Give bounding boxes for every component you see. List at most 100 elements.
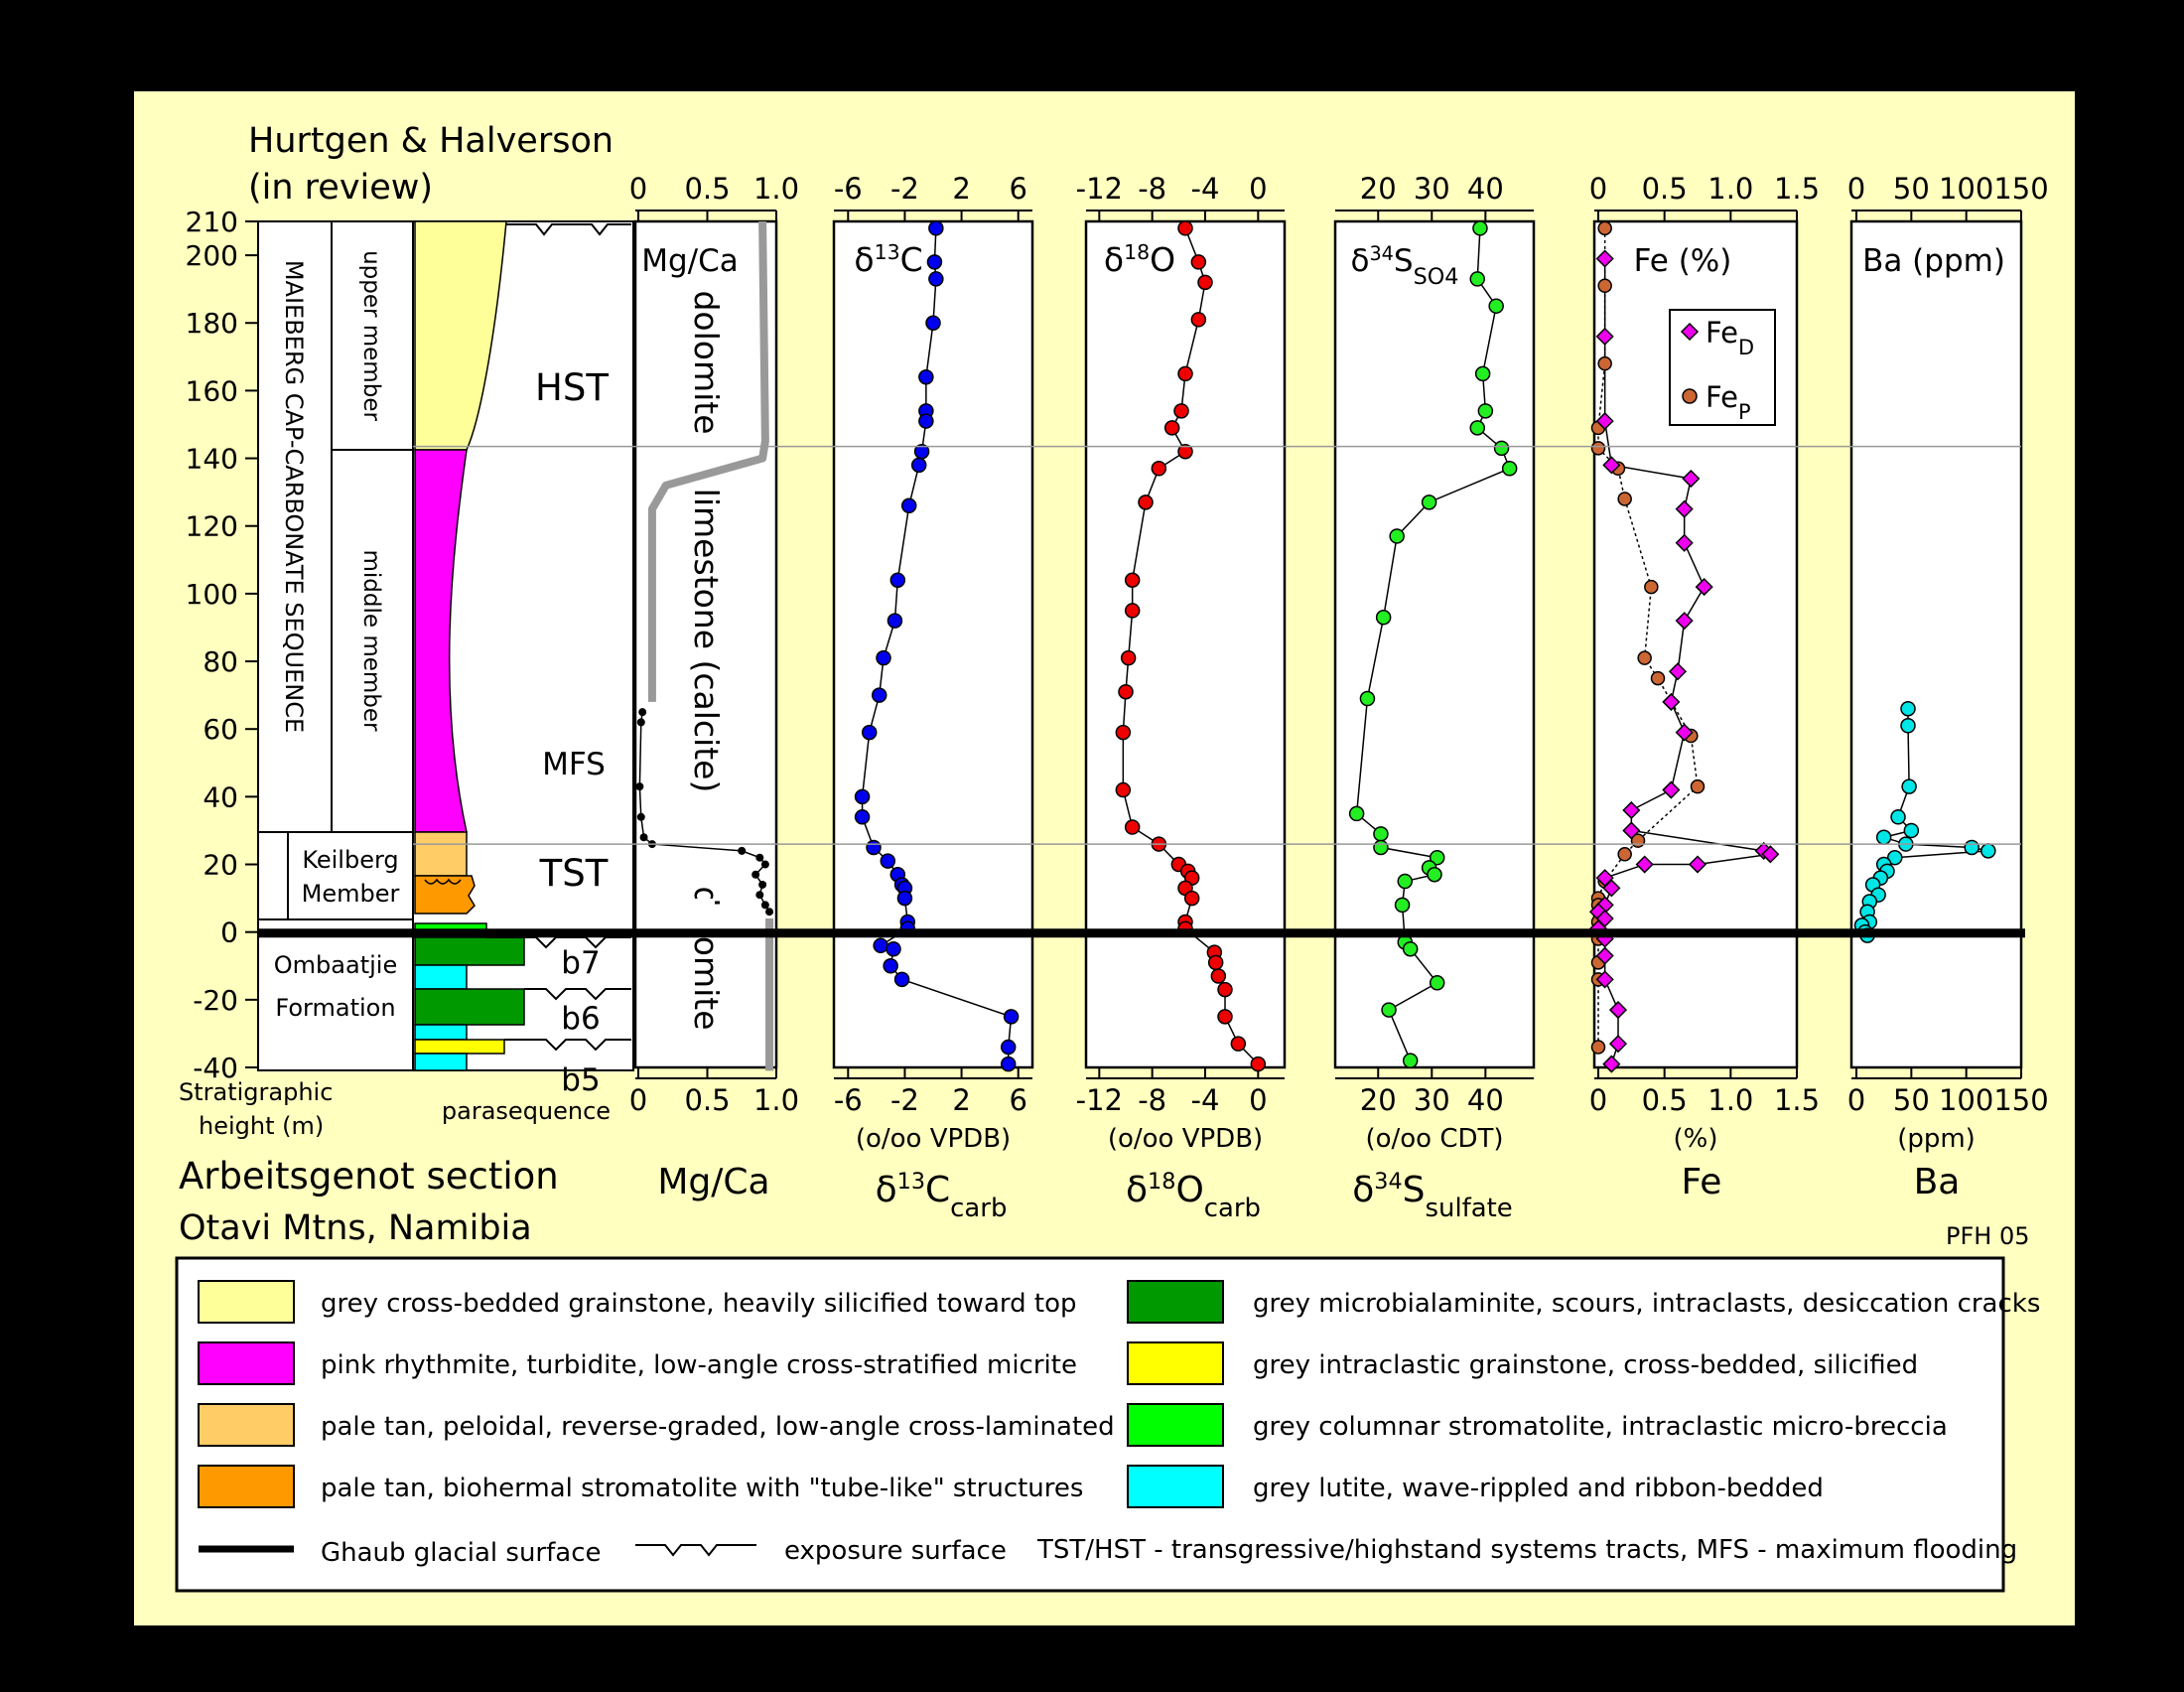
ombaatjie-box [257, 918, 414, 1071]
panel-c13: -6 -6 -2 -2 2 2 6 6 (o/oo VPDB) δ13Ccarb δ13C [832, 172, 1034, 1223]
y-tick-label: 100 [186, 578, 238, 611]
o18-point [1190, 254, 1207, 270]
ombaatjie-label-2: Formation [275, 994, 395, 1022]
legend-label: grey cross-bedded grainstone, heavily si… [321, 1289, 1077, 1319]
unit-label-ba: (ppm) [1897, 1124, 1976, 1154]
s34-point [1429, 975, 1445, 991]
s34-point [1402, 1053, 1419, 1068]
parasequence-b6: b6 [561, 1001, 600, 1037]
c13-point [896, 890, 913, 907]
o18-point [1124, 819, 1141, 835]
mgca-point [636, 718, 645, 727]
exposure-surface-b6 [524, 988, 631, 1001]
o18-point [1124, 603, 1141, 619]
mgca-label-gap [675, 899, 715, 934]
mgca-point [639, 833, 648, 842]
c13-point [928, 271, 944, 287]
x-tick-label-bottom: 2 [952, 1083, 970, 1117]
y-tick-label: 60 [203, 713, 238, 746]
legend-exposure-symbol [635, 1544, 756, 1557]
c13-point [871, 687, 887, 703]
x-tick-label-top: 0.5 [1642, 172, 1688, 206]
panel-frame-o18 [1084, 219, 1287, 1069]
x-tick-label-top: -12 [1076, 172, 1123, 206]
mgca-point [755, 891, 764, 900]
s34-point [1348, 805, 1365, 822]
parasequence-axis-label: parasequence [442, 1097, 611, 1125]
fed-point [1608, 1035, 1628, 1054]
s34-point [1373, 839, 1389, 856]
x-tick-label-top: 30 [1414, 172, 1450, 206]
c13-point [900, 497, 917, 514]
panel-frame-s34 [1333, 219, 1536, 1069]
fed-point [1675, 723, 1694, 742]
microbialaminite-fill-b6 [414, 988, 525, 1026]
fe-legend-fed-marker [1680, 322, 1700, 342]
o18-point [1120, 649, 1137, 666]
fed-point [1761, 845, 1780, 864]
x-tick-label-bottom: 6 [1009, 1083, 1026, 1117]
section-location: Otavi Mtns, Namibia [179, 1208, 532, 1248]
y-tick-label: -40 [193, 1052, 238, 1084]
panel-mgca: 0 0 0.5 0.5 1.0 1.0 Mg/Ca Mg/Ca dolomite limeston… [629, 172, 799, 1202]
x-tick-label-bottom: 0.5 [684, 1083, 730, 1117]
panel-title-c13: δ13C [854, 240, 922, 279]
mgca-point [758, 880, 767, 889]
x-tick-label-bottom: 0 [629, 1083, 647, 1117]
fed-point [1602, 879, 1621, 898]
s34-point [1427, 866, 1442, 883]
y-tick-label: 80 [203, 645, 238, 678]
legend-swatch [198, 1403, 295, 1447]
x-tick-label-top: 1.5 [1774, 172, 1820, 206]
s34-point [1469, 271, 1485, 287]
fed-point [1595, 970, 1614, 989]
fep-point [1617, 847, 1632, 862]
y-axis-label-2: height (m) [199, 1112, 324, 1140]
y-tick-label: 200 [186, 239, 238, 272]
author-line-1: Hurtgen & Halverson [248, 121, 614, 161]
c13-point [928, 220, 944, 236]
exposure-surface-b5 [504, 1039, 631, 1052]
o18-point [1217, 981, 1233, 998]
rhythmite-fill [414, 449, 468, 833]
ba-point [1875, 829, 1892, 846]
fed-point [1622, 821, 1641, 840]
x-tick-label-bottom: -8 [1138, 1083, 1166, 1117]
s34-point [1501, 461, 1518, 477]
x-tick-label-bottom: 150 [1993, 1083, 2048, 1117]
s34-point [1373, 826, 1389, 842]
o18-point [1163, 420, 1180, 436]
c13-point [925, 315, 941, 331]
ba-point [1900, 718, 1916, 734]
keilberg-label-2: Member [302, 880, 400, 908]
fed-point [1635, 855, 1654, 874]
o18-point [1207, 954, 1224, 971]
fed-point [1595, 249, 1614, 268]
x-tick-label-top: -2 [890, 172, 919, 206]
x-tick-label-bottom: 1.0 [1707, 1083, 1753, 1117]
y-tick-label: 160 [186, 374, 238, 407]
x-tick-label-top: -4 [1191, 172, 1220, 206]
x-tick-label-bottom: 30 [1414, 1083, 1450, 1117]
o18-point [1210, 968, 1227, 984]
fep-point [1590, 1040, 1606, 1055]
mgca-point [765, 908, 774, 916]
legend-label: pale tan, biohermal stromatolite with "t… [321, 1474, 1083, 1503]
axis-title-c13: δ13Ccarb [876, 1169, 1008, 1223]
mgca-point [755, 853, 764, 862]
legend-frame [175, 1256, 2005, 1593]
c13-point [918, 413, 934, 429]
panel-fe: 0 0 0.5 0.5 1.0 1.0 1.5 1.5 (%) Fe Fe (%) FeD FeP [1589, 172, 1820, 1202]
panel-title-o18: δ18O [1104, 240, 1175, 279]
c13-point [886, 940, 901, 957]
fe-legend-fed-label: FeD [1706, 316, 1754, 359]
sequence-box [257, 220, 333, 833]
annotation-dolomite-upper: dolomite [687, 290, 726, 434]
x-tick-label-top: -6 [834, 172, 863, 206]
c13-point [926, 254, 943, 270]
o18-point [1115, 724, 1132, 741]
fed-point [1675, 499, 1694, 518]
legend-exposure-label: exposure surface [784, 1536, 1007, 1566]
